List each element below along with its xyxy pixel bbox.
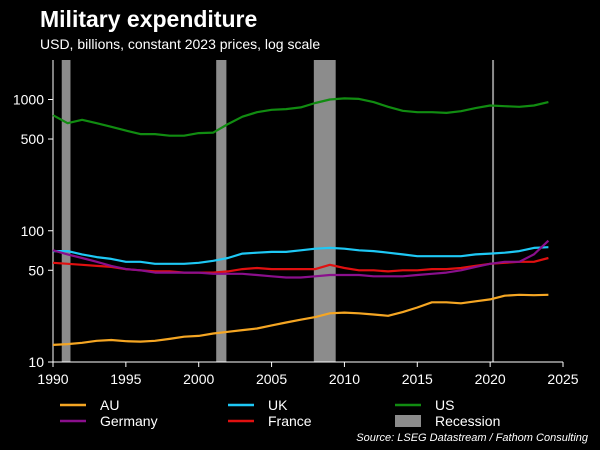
series-line-france xyxy=(52,256,549,274)
y-tick-label-500: 500 xyxy=(21,131,45,147)
legend-label-au: AU xyxy=(100,397,119,413)
source-note: Source: LSEG Datastream / Fathom Consult… xyxy=(356,432,588,444)
x-tick-label-2005: 2005 xyxy=(256,371,287,387)
y-tick-label-100: 100 xyxy=(21,223,45,239)
series-line-germany xyxy=(52,239,550,279)
x-tick-label-2025: 2025 xyxy=(547,371,578,387)
recession-band-1 xyxy=(216,60,227,362)
series-line-uk xyxy=(53,246,549,265)
legend-label-us: US xyxy=(435,397,454,413)
series-line-us xyxy=(52,97,549,137)
x-tick-label-1990: 1990 xyxy=(37,371,68,387)
y-tick-label-1000: 1000 xyxy=(13,92,44,108)
x-tick-label-1995: 1995 xyxy=(110,371,141,387)
x-tick-label-2015: 2015 xyxy=(402,371,433,387)
recession-band-2 xyxy=(313,60,336,362)
legend-label-france: France xyxy=(268,413,312,429)
legend-label-uk: UK xyxy=(268,397,288,413)
x-tick-label-2020: 2020 xyxy=(475,371,506,387)
y-tick-label-50: 50 xyxy=(28,262,44,278)
chart-subtitle: USD, billions, constant 2023 prices, log… xyxy=(40,36,321,52)
y-tick-label-10: 10 xyxy=(28,354,44,370)
chart-title: Military expenditure xyxy=(40,6,258,32)
legend-label-germany: Germany xyxy=(100,413,158,429)
x-tick-label-2000: 2000 xyxy=(183,371,214,387)
legend-label-recession: Recession xyxy=(435,413,500,429)
recession-band-0 xyxy=(61,60,71,362)
series-line-au xyxy=(52,293,549,346)
legend-swatch-recession xyxy=(395,415,421,427)
x-tick-label-2010: 2010 xyxy=(329,371,360,387)
